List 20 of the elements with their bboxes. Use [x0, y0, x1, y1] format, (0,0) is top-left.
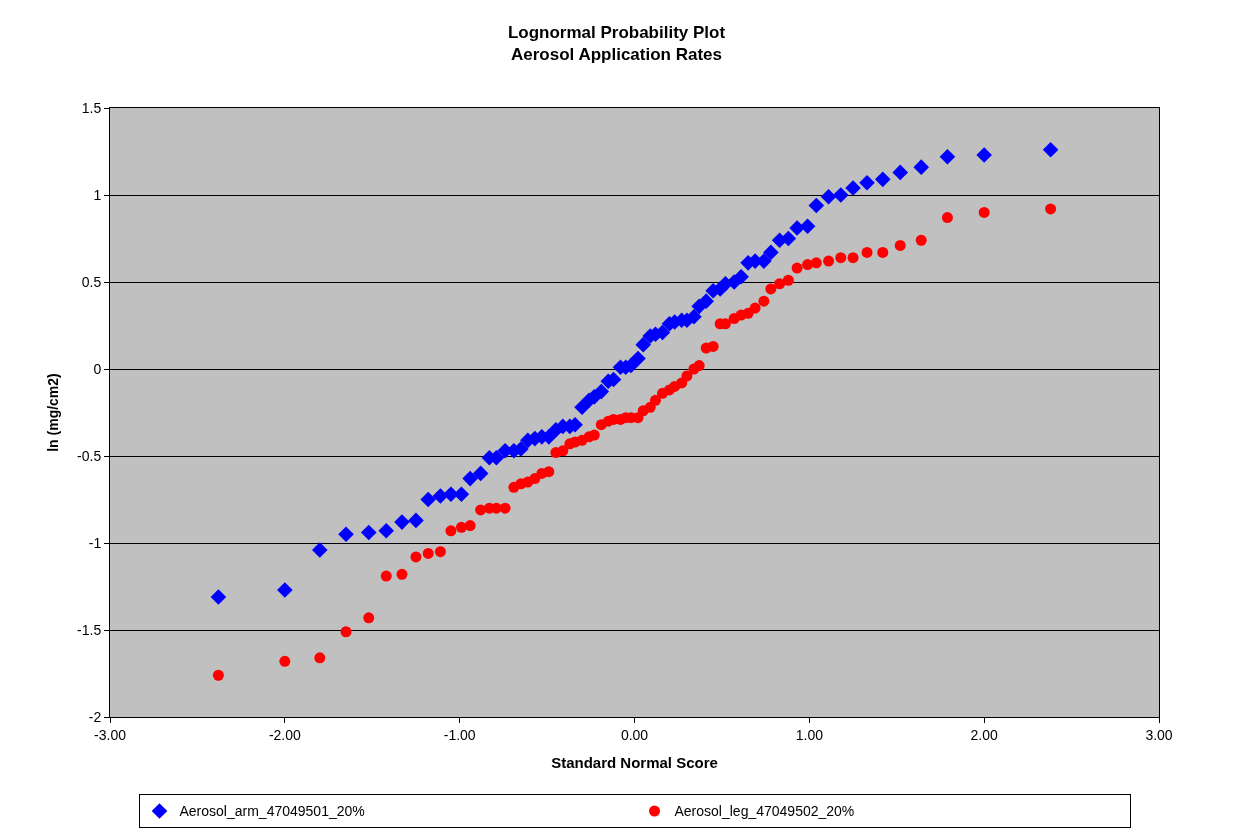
y-tick-label: -2	[88, 708, 102, 725]
x-tick-label: 2.00	[970, 726, 999, 743]
legend-label: Aerosol_leg_47049502_20%	[674, 803, 855, 820]
legend-label: Aerosol_arm_47049501_20%	[179, 803, 365, 820]
x-tick-label: -1.00	[443, 726, 476, 743]
y-tick-label: -0.5	[77, 447, 102, 464]
x-tick-label: 0.00	[620, 726, 649, 743]
y-axis-title: ln (mg/cm2)	[44, 373, 61, 452]
y-tick-label: 1	[93, 186, 102, 203]
x-tick-label: 3.00	[1145, 726, 1173, 743]
x-tick-label: 1.00	[795, 726, 824, 743]
x-axis-title: Standard Normal Score	[551, 753, 718, 771]
y-tick-label: -1.5	[77, 621, 102, 638]
x-tick-label: -3.00	[94, 726, 127, 743]
x-tick-label: -2.00	[268, 726, 301, 743]
y-tick-label: 0.5	[81, 273, 102, 290]
y-tick-label: 0	[93, 360, 102, 377]
chart-title: Lognormal Probability Plot Aerosol Application Rates	[507, 22, 726, 64]
y-tick-label: -1	[88, 534, 102, 551]
y-tick-label: 1.5	[81, 99, 102, 116]
